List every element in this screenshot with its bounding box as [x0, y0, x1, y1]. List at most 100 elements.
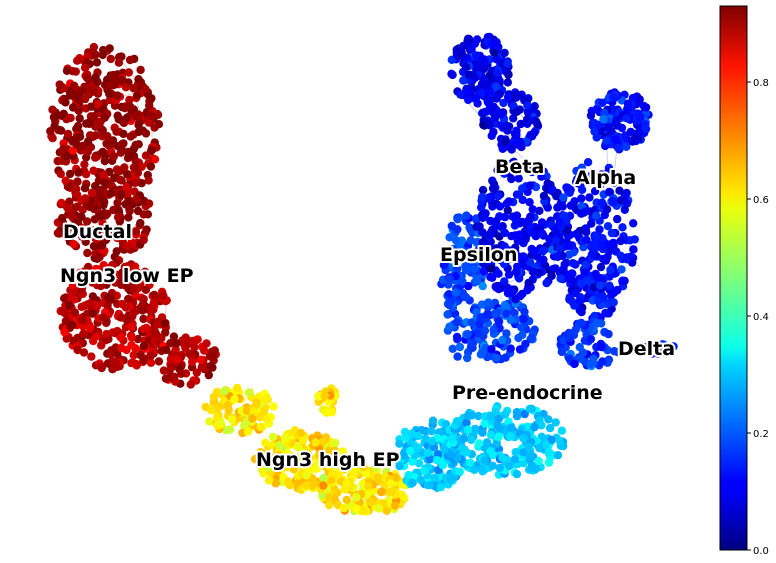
- cell-point: [488, 461, 497, 470]
- cell-point: [479, 250, 488, 259]
- cell-point: [478, 281, 487, 291]
- cell-point: [327, 476, 336, 485]
- cell-point: [563, 241, 572, 250]
- cell-point: [573, 175, 582, 184]
- cell-point: [473, 35, 482, 44]
- cell-point: [61, 316, 71, 326]
- cell-point: [463, 411, 473, 420]
- cell-point: [87, 352, 96, 361]
- cell-point: [131, 178, 140, 187]
- cell-point: [169, 332, 179, 341]
- cell-point: [577, 163, 586, 172]
- cell-point: [82, 217, 92, 226]
- cell-point: [414, 443, 423, 452]
- cell-point: [57, 111, 66, 121]
- cell-point: [188, 357, 197, 367]
- cell-point: [591, 243, 600, 253]
- cell-point: [425, 480, 434, 490]
- cell-point: [498, 336, 507, 345]
- cell-point: [352, 493, 361, 502]
- cell-point: [495, 202, 505, 211]
- cell-point: [512, 132, 521, 141]
- cell-point: [612, 116, 621, 125]
- cell-point: [127, 322, 136, 331]
- cell-point: [129, 84, 138, 93]
- cell-point: [442, 253, 452, 262]
- cell-point: [98, 126, 108, 135]
- cell-point: [501, 353, 510, 362]
- cell-point: [451, 288, 460, 297]
- cell-point: [444, 290, 454, 299]
- cell-point: [647, 341, 656, 350]
- cell-point: [296, 428, 306, 438]
- cell-point: [66, 113, 75, 123]
- cell-point: [509, 114, 518, 123]
- cell-point: [624, 103, 633, 112]
- cell-point: [530, 102, 539, 111]
- cell-point: [280, 462, 290, 471]
- cell-point: [56, 169, 65, 179]
- cell-point: [590, 127, 599, 136]
- cell-point: [544, 415, 553, 424]
- cell-point: [429, 443, 439, 452]
- cell-point: [480, 326, 490, 335]
- cell-point: [77, 86, 86, 96]
- cell-point: [96, 185, 105, 195]
- cell-point: [145, 101, 154, 110]
- cell-point: [480, 212, 489, 222]
- cell-point: [256, 422, 265, 432]
- cell-point: [506, 423, 515, 432]
- cell-point: [585, 193, 594, 202]
- cell-point: [159, 291, 168, 300]
- cell-point: [252, 400, 261, 410]
- cell-point: [568, 276, 577, 286]
- cell-point: [538, 229, 547, 238]
- cell-point: [587, 250, 596, 259]
- cell-point: [103, 75, 112, 84]
- cell-point: [68, 103, 78, 112]
- cell-point: [212, 412, 222, 421]
- cell-point: [447, 450, 456, 459]
- cell-point: [477, 88, 486, 98]
- cell-point: [448, 344, 457, 353]
- cell-point: [79, 348, 89, 357]
- cell-point: [512, 217, 521, 226]
- cell-point: [256, 448, 265, 457]
- cell-point: [283, 477, 293, 486]
- cell-point: [89, 166, 98, 175]
- cell-point: [93, 274, 103, 283]
- cell-point: [320, 391, 329, 400]
- cell-point: [562, 225, 572, 235]
- cell-point: [495, 463, 505, 473]
- cell-point: [77, 212, 86, 222]
- cell-point: [250, 454, 260, 464]
- cell-point: [562, 183, 571, 192]
- cell-point: [264, 476, 274, 485]
- cell-point: [143, 210, 153, 219]
- cell-point: [377, 487, 386, 497]
- cell-point: [160, 319, 170, 328]
- cell-point: [131, 156, 140, 166]
- cell-point: [79, 276, 88, 285]
- cell-point: [366, 498, 375, 507]
- cell-point: [492, 38, 501, 47]
- cell-point: [577, 194, 586, 203]
- cell-point: [610, 347, 619, 356]
- cell-point: [112, 127, 121, 136]
- cell-point: [502, 309, 511, 318]
- cell-point: [445, 233, 454, 242]
- cell-point: [133, 334, 143, 344]
- cell-point: [565, 333, 574, 342]
- cell-point: [425, 454, 435, 464]
- cell-point: [401, 433, 410, 443]
- cell-point: [223, 401, 233, 410]
- cell-point: [597, 170, 606, 179]
- cell-point: [136, 65, 145, 75]
- cell-point: [525, 198, 534, 207]
- cell-point: [547, 271, 556, 280]
- cell-point: [93, 77, 102, 87]
- cell-point: [506, 344, 515, 353]
- cell-point: [386, 479, 395, 488]
- cell-point: [126, 132, 135, 141]
- cell-point: [100, 197, 109, 206]
